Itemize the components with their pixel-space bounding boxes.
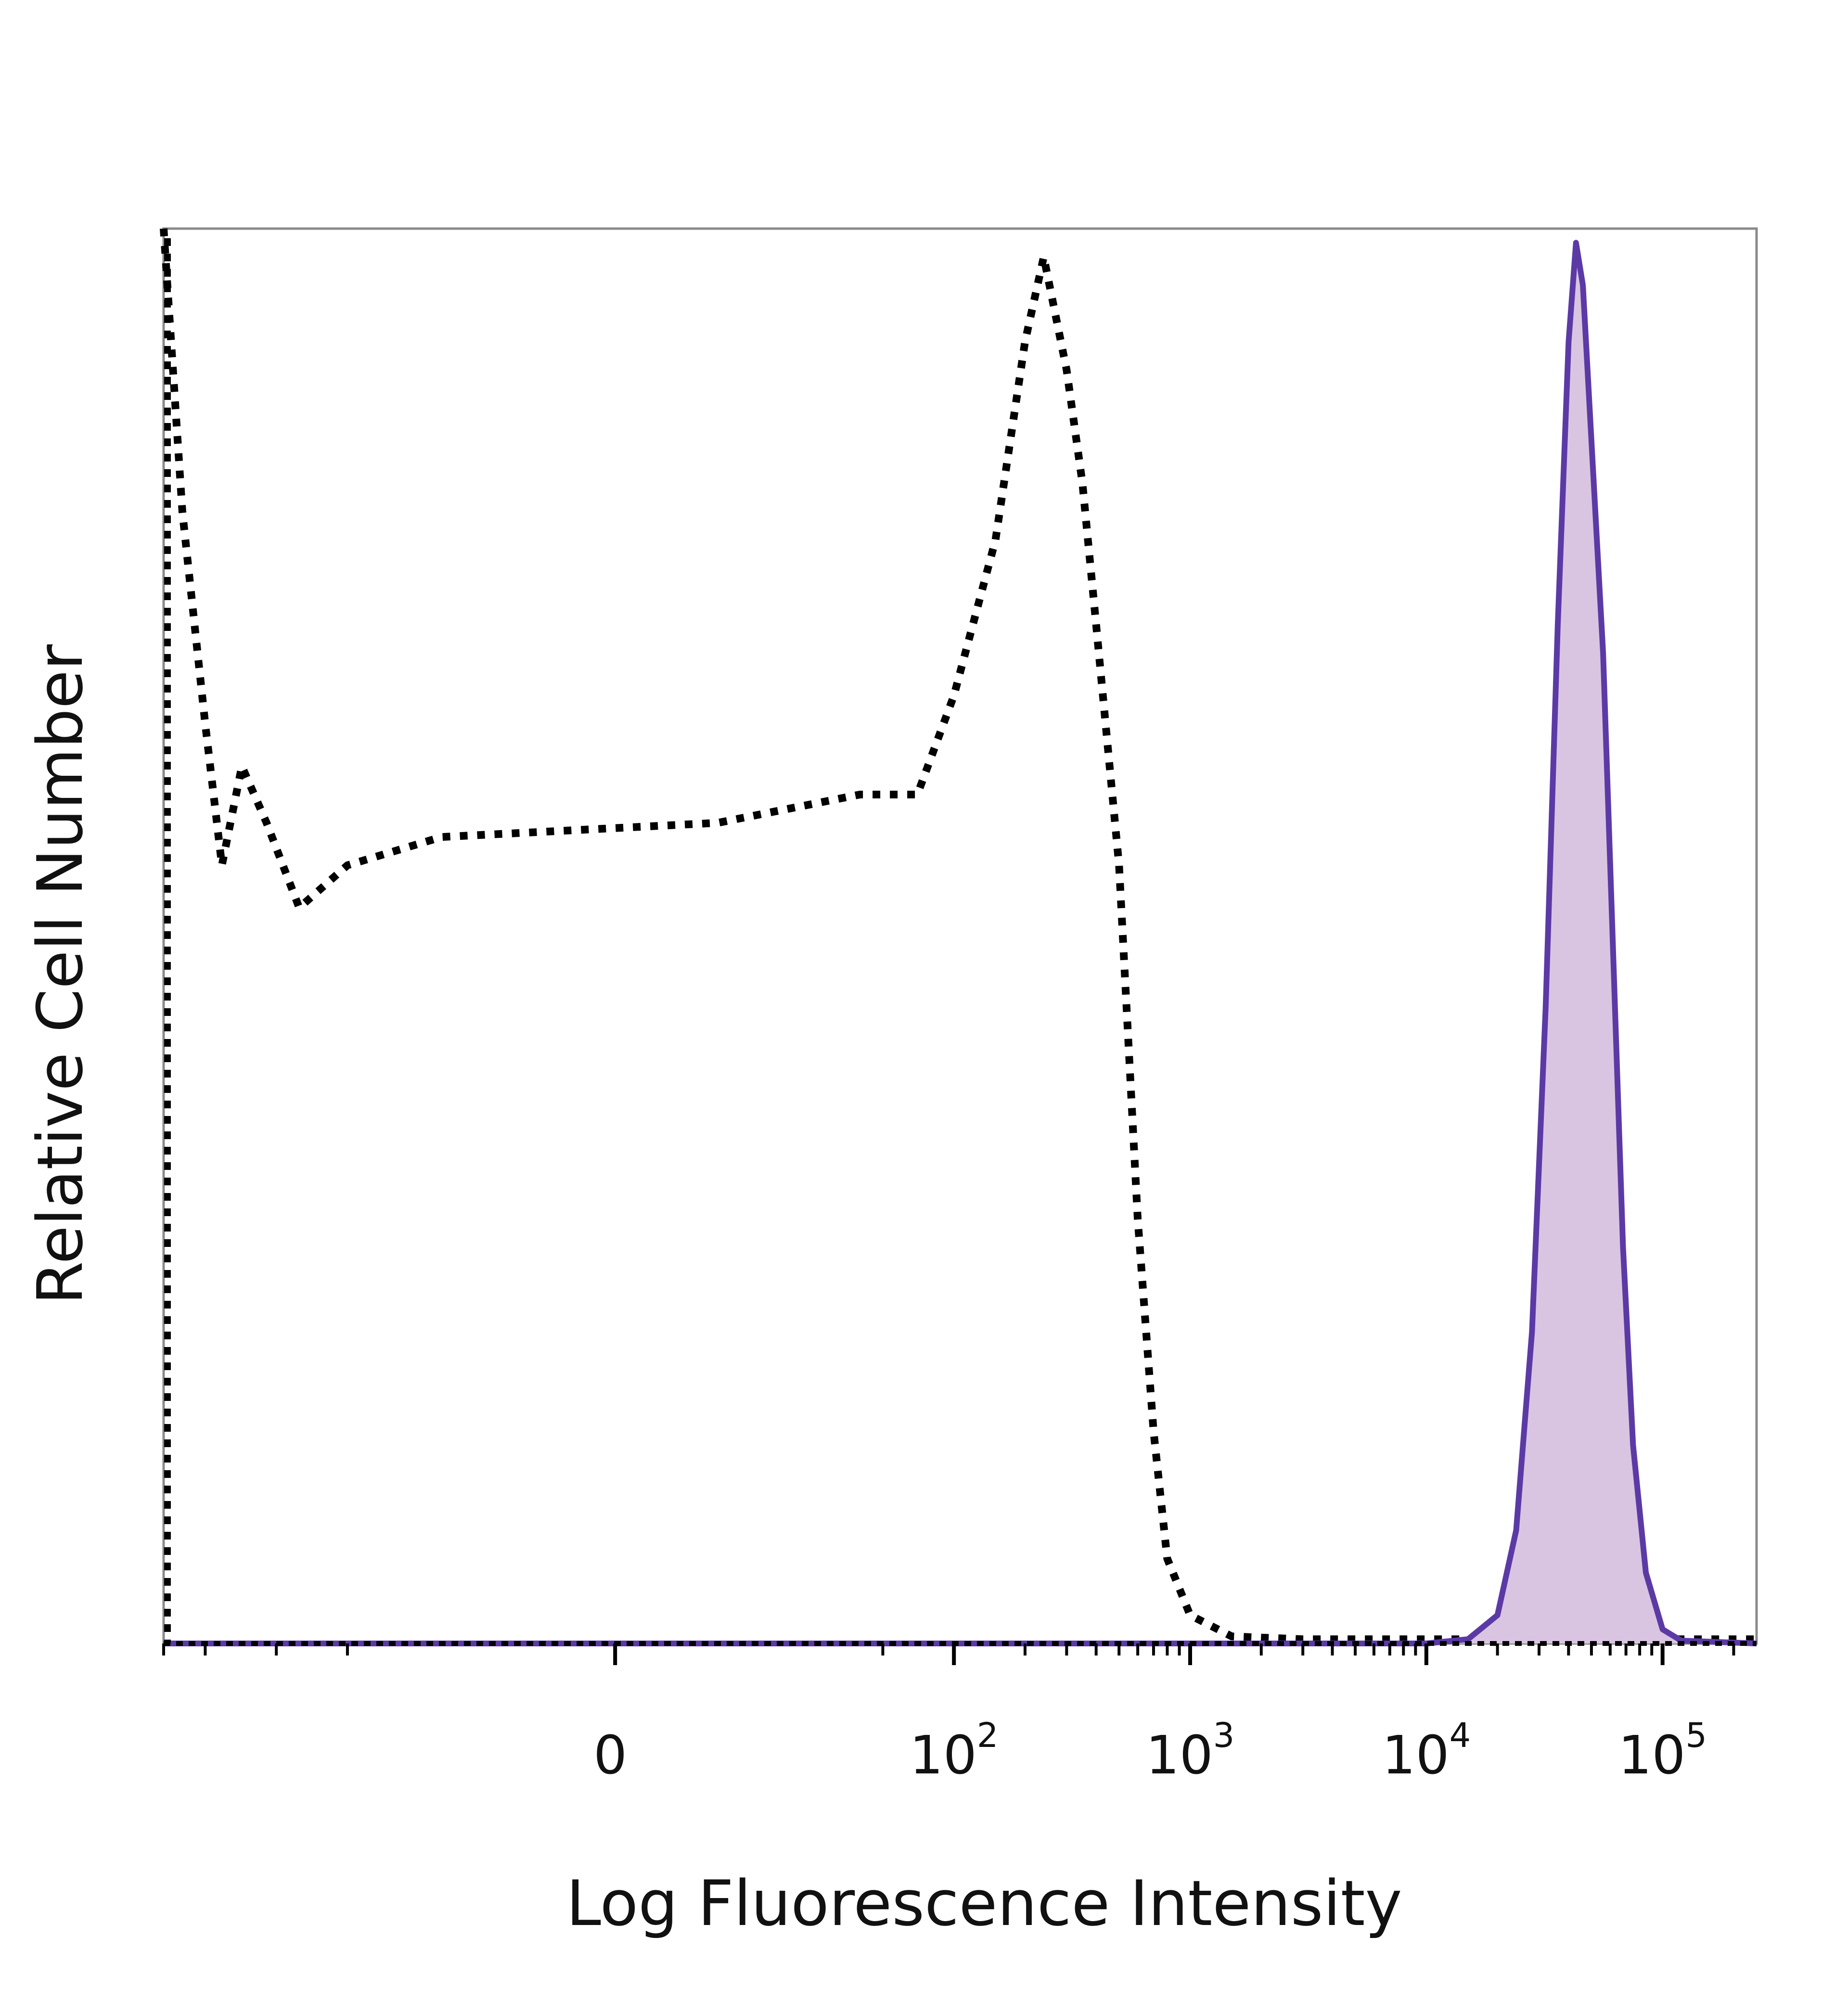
y-axis-label: Relative Cell Number <box>24 644 97 1305</box>
x-tick-label-4: 105 <box>1618 1716 1707 1786</box>
x-axis-label: Log Fluorescence Intensity <box>566 1867 1402 1940</box>
series-1-line <box>164 240 1757 1646</box>
x-tick-label-0: 0 <box>593 1724 627 1786</box>
series-1-fill <box>164 243 1757 1644</box>
series-0-line <box>160 228 1757 1643</box>
x-tick-label-3: 104 <box>1382 1716 1471 1786</box>
x-tick-label-1: 102 <box>910 1716 999 1786</box>
x-tick-label-2: 103 <box>1146 1716 1235 1786</box>
plot-frame <box>162 227 1758 1645</box>
